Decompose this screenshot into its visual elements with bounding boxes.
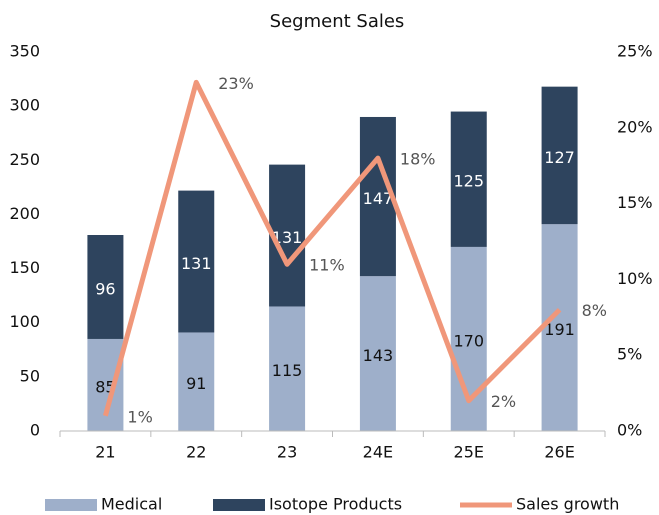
data-label: 191	[544, 320, 575, 339]
x-tick-label: 24E	[363, 443, 393, 462]
x-tick-label: 25E	[454, 443, 484, 462]
bar	[178, 190, 215, 333]
data-label: 115	[272, 361, 303, 380]
y-tick-label: 0	[30, 421, 40, 440]
x-tick-label: 22	[186, 443, 206, 462]
y2-tick-label: 5%	[617, 345, 642, 364]
line-label: 18%	[400, 150, 436, 169]
line-label: 8%	[582, 301, 607, 320]
bar	[541, 86, 578, 225]
x-tick-label: 26E	[544, 443, 574, 462]
data-label: 127	[544, 148, 575, 167]
data-label: 125	[453, 172, 484, 191]
x-tick-label: 23	[277, 443, 297, 462]
x-tick-label: 21	[95, 443, 115, 462]
y-tick-label: 350	[9, 42, 40, 61]
data-label: 147	[363, 189, 394, 208]
legend-label: Sales growth	[516, 495, 619, 514]
y-tick-label: 200	[9, 204, 40, 223]
bar	[541, 224, 578, 431]
data-label: 131	[181, 254, 212, 273]
y-tick-label: 100	[9, 312, 40, 331]
legend-label: Medical	[101, 495, 162, 514]
y-tick-label: 150	[9, 258, 40, 277]
legend-swatch	[45, 499, 97, 511]
chart-title: Segment Sales	[270, 11, 405, 32]
legend-label: Isotope Products	[269, 495, 402, 514]
legend-swatch	[213, 499, 265, 511]
y-tick-label: 50	[20, 366, 40, 385]
y2-tick-label: 0%	[617, 421, 642, 440]
line-series	[103, 79, 562, 417]
y-tick-label: 300	[9, 96, 40, 115]
bar	[359, 276, 396, 431]
y2-tick-label: 20%	[617, 117, 653, 136]
bar	[269, 306, 306, 431]
y2-tick-label: 15%	[617, 193, 653, 212]
y-tick-label: 250	[9, 150, 40, 169]
bar	[450, 111, 487, 247]
data-label: 143	[363, 346, 394, 365]
line-label: 11%	[309, 256, 345, 275]
y2-tick-label: 25%	[617, 42, 653, 61]
data-label: 131	[272, 228, 303, 247]
bar	[178, 332, 215, 431]
data-label: 170	[453, 331, 484, 350]
line-label: 2%	[491, 392, 516, 411]
line-label: 1%	[127, 407, 152, 426]
data-label: 96	[95, 279, 115, 298]
bar	[87, 235, 124, 339]
y2-tick-label: 10%	[617, 269, 653, 288]
data-label: 91	[186, 374, 206, 393]
line-label: 23%	[218, 74, 254, 93]
